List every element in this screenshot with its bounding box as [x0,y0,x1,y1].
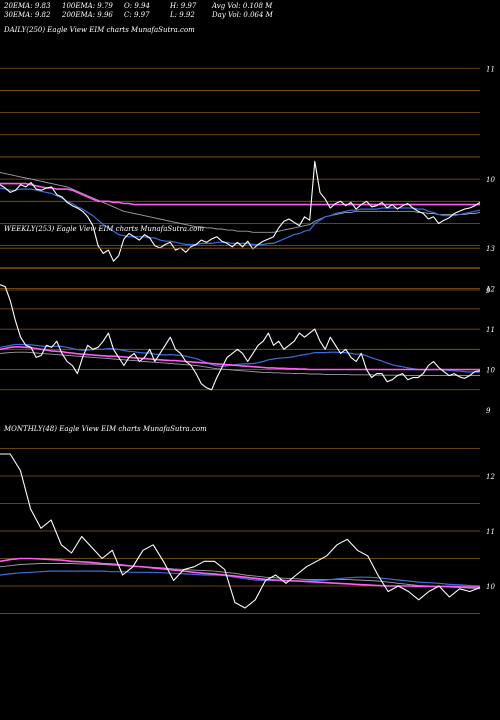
ema200-label: 200EMA: 9.96 [62,11,113,19]
weekly-ytick-label: 10 [486,367,495,375]
daily-ytick-label: 10 [486,176,495,184]
monthly-ytick-label: 10 [486,583,495,591]
daily-ytick-label: 9 [486,287,491,295]
daily-ema-mid-line [0,172,481,233]
monthly-price-line [0,453,481,609]
ema100-label: 100EMA: 9.79 [62,2,113,10]
daily-panel: 11 10 9 [0,65,495,295]
monthly-panel: 12 11 10 [0,448,495,614]
daily-ytick-label: 11 [486,65,495,73]
monthly-ytick-label: 12 [486,473,495,481]
monthly-ema-mid-line [0,563,481,590]
weekly-panel: 13 12 11 10 9 [0,245,495,415]
daily-ema-short-line [0,187,481,246]
weekly-ytick-label: 12 [486,286,495,294]
daily-ema-long-line [0,182,480,206]
day-volume-label: Day Vol: 0.064 M [212,11,273,19]
ema20-label: 20EMA: 9.83 [4,2,51,10]
daily-panel-title: DAILY(250) Eagle View EIM charts MunafaS… [4,26,195,34]
monthly-ytick-label: 11 [486,528,495,536]
weekly-ytick-label: 9 [486,407,491,415]
monthly-ema-short-line [0,570,481,587]
weekly-ema-long-line [0,346,480,371]
low-label: L: 9.92 [170,11,195,19]
avg-volume-label: Avg Vol: 0.108 M [212,2,273,10]
open-label: O: 9.94 [124,2,150,10]
daily-price-line [0,160,481,262]
weekly-ytick-label: 11 [486,326,495,334]
ema30-label: 30EMA: 9.82 [4,11,51,19]
weekly-panel-title: WEEKLY(253) Eagle View EIM charts Munafa… [4,225,205,233]
weekly-ytick-label: 13 [486,245,495,253]
weekly-price-line [0,284,481,391]
monthly-ema-long-line [0,557,480,588]
close-label: C: 9.97 [124,11,150,19]
weekly-ema-mid-line [0,351,480,377]
monthly-panel-title: MONTHLY(48) Eagle View EIM charts Munafa… [4,425,207,433]
high-label: H: 9.97 [170,2,197,10]
weekly-ema-short-line [0,343,480,373]
